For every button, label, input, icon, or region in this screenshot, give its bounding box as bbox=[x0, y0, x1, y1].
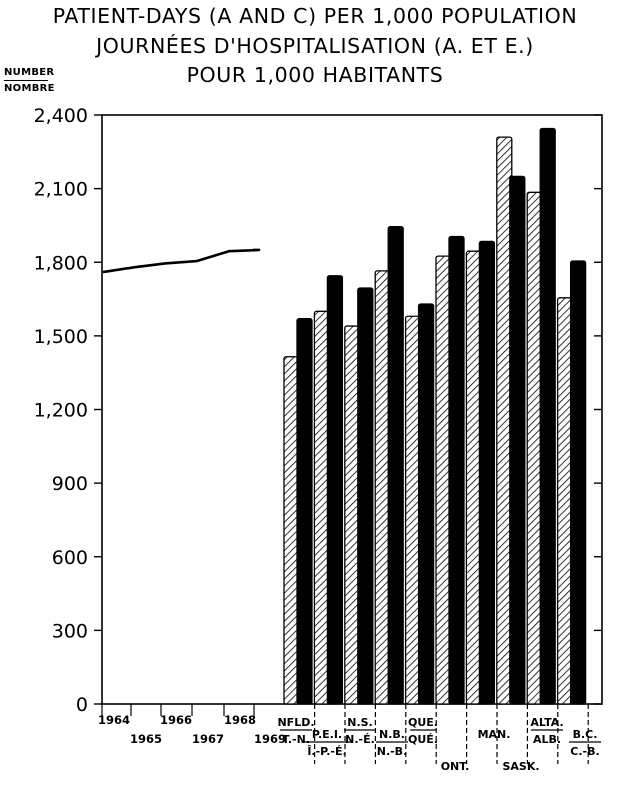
x-tick-label-province: ALTA. bbox=[530, 716, 563, 729]
x-tick-label-year: 1968 bbox=[224, 713, 256, 727]
bar-solid bbox=[539, 127, 556, 705]
y-tick-label: 900 bbox=[52, 473, 88, 495]
y-tick-label: 300 bbox=[52, 620, 88, 642]
y-tick-label: 600 bbox=[52, 547, 88, 569]
x-tick-label-year: 1967 bbox=[192, 732, 224, 746]
bar-solid bbox=[357, 287, 374, 705]
y-tick-label: 1,500 bbox=[34, 326, 88, 348]
bar-solid bbox=[296, 318, 313, 705]
x-tick-label-province: MAN. bbox=[478, 728, 511, 741]
national-series-line bbox=[102, 248, 261, 274]
x-tick-label-year: 1964 bbox=[98, 713, 130, 727]
y-tick-label: 0 bbox=[76, 694, 88, 716]
x-tick-label-province-fr: QUÉ. bbox=[408, 733, 438, 746]
bar-solid bbox=[569, 260, 587, 705]
x-tick-label-province-fr: T.-N. bbox=[282, 733, 310, 746]
x-tick-label-province: SASK. bbox=[502, 760, 539, 773]
x-tick-label-year: 1966 bbox=[160, 713, 192, 727]
y-tick-label: 2,100 bbox=[34, 179, 88, 201]
x-tick-label-province-fr: ALB. bbox=[533, 733, 561, 746]
x-tick-label-province-fr: N.-É. bbox=[345, 733, 375, 746]
bar-solid bbox=[326, 275, 344, 705]
y-unit-french: NOMBRE bbox=[4, 83, 55, 94]
chart-title-line-1: PATIENT-DAYS (A AND C) PER 1,000 POPULAT… bbox=[52, 4, 578, 28]
bar-solid bbox=[417, 303, 435, 705]
x-tick-label-province: ONT. bbox=[441, 760, 470, 773]
x-tick-label-province: N.B. bbox=[379, 728, 405, 741]
bar-solid bbox=[387, 226, 404, 705]
x-tick-label-year: 1965 bbox=[130, 732, 162, 746]
x-tick-label-province: P.E.I. bbox=[312, 728, 342, 741]
chart-title-line-3: POUR 1,000 HABITANTS bbox=[186, 63, 444, 87]
y-tick-label: 1,800 bbox=[34, 252, 88, 274]
chart-title-line-2: JOURNÉES D'HOSPITALISATION (A. ET E.) bbox=[96, 34, 534, 58]
y-tick-label: 2,400 bbox=[34, 105, 88, 127]
x-tick-label-province: QUE. bbox=[408, 716, 438, 729]
x-tick-label-province: B.C. bbox=[573, 728, 598, 741]
x-tick-label-province-fr: C.-B. bbox=[570, 745, 599, 758]
y-tick-label: 1,200 bbox=[34, 400, 88, 422]
x-tick-label-province: N.S. bbox=[347, 716, 373, 729]
bar-solid bbox=[509, 175, 526, 705]
bar-solid bbox=[478, 240, 496, 705]
x-tick-label-province-fr: Î.-P.-É. bbox=[307, 745, 346, 758]
bar-solid bbox=[448, 235, 465, 705]
x-tick-label-province-fr: N.-B. bbox=[377, 745, 408, 758]
y-unit-divider bbox=[4, 80, 48, 81]
y-unit-english: NUMBER bbox=[4, 67, 55, 78]
x-tick-label-year: 1969 bbox=[254, 732, 286, 746]
x-tick-label-province: NFLD. bbox=[277, 716, 314, 729]
